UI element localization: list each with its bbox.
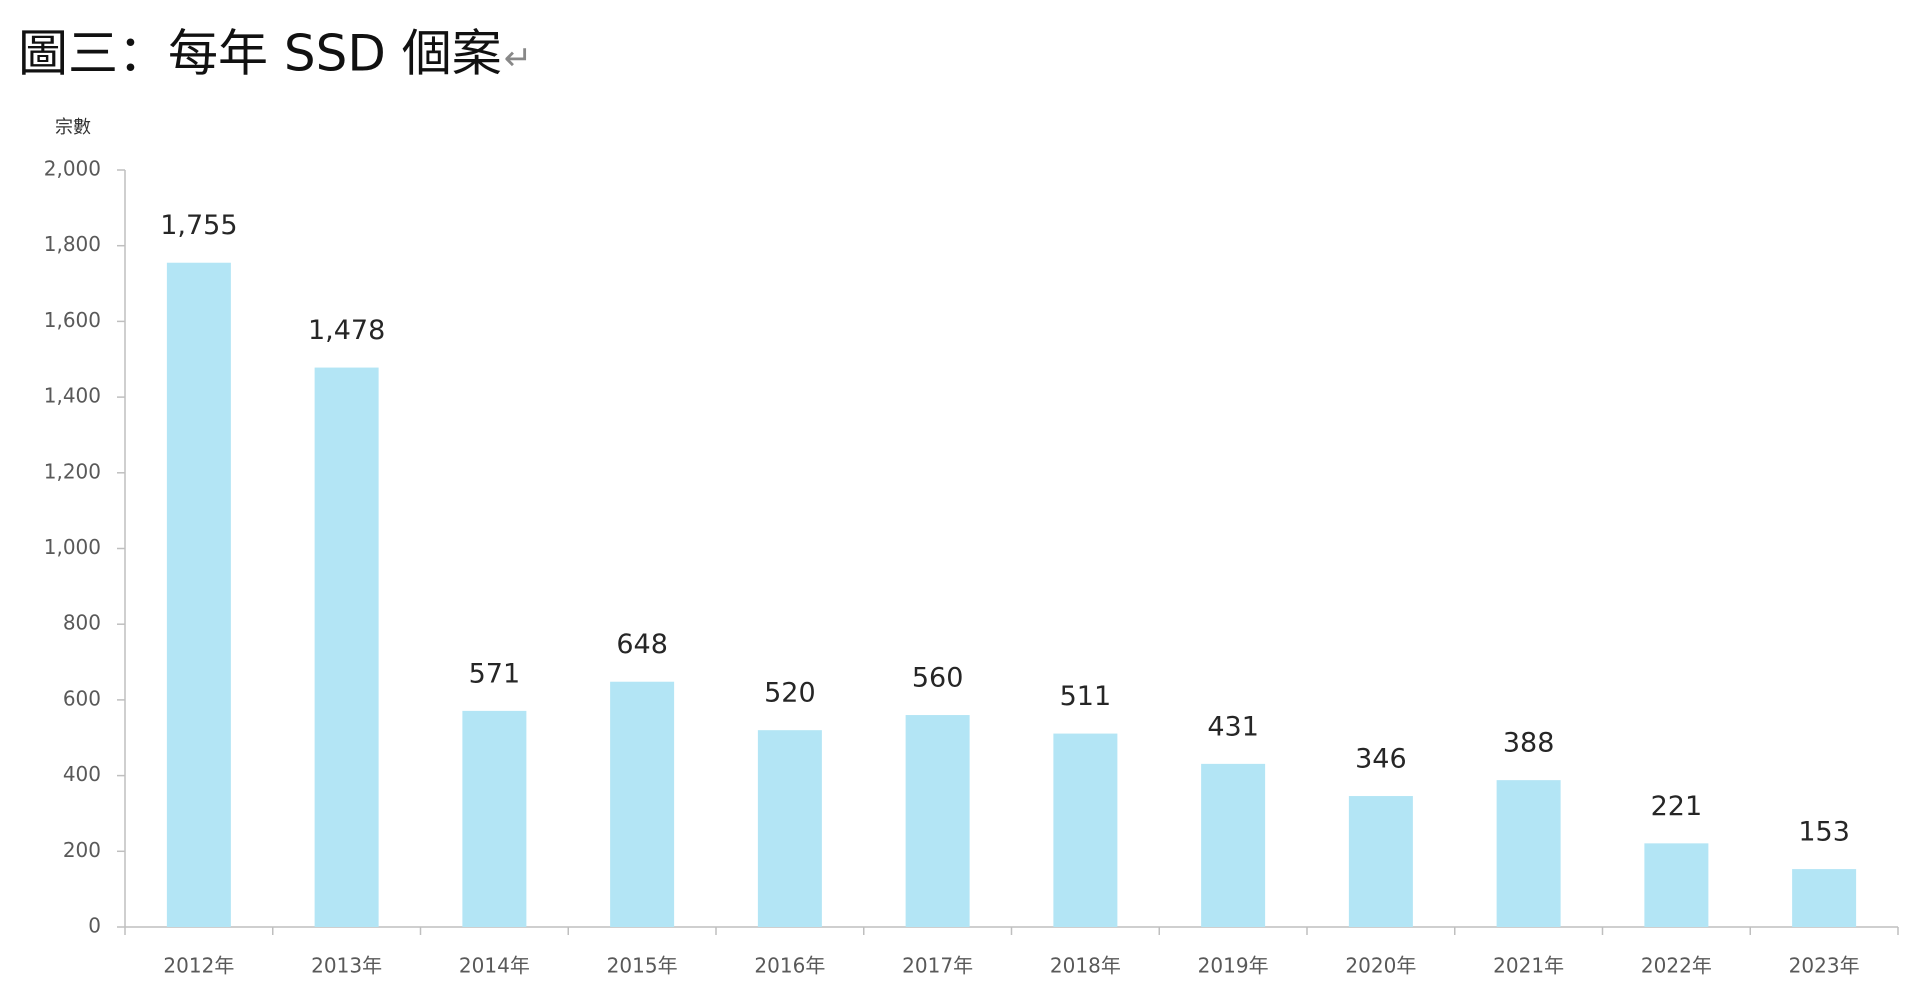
y-tick-label: 0 <box>88 914 101 938</box>
value-label: 431 <box>1207 711 1259 742</box>
value-label: 153 <box>1798 817 1850 848</box>
value-label: 346 <box>1355 744 1407 775</box>
y-tick-label: 1,000 <box>44 535 101 559</box>
bar <box>610 681 675 927</box>
value-label: 221 <box>1651 791 1703 822</box>
y-tick-label: 400 <box>63 762 101 786</box>
x-tick-label: 2014年 <box>459 954 530 978</box>
value-label: 388 <box>1503 728 1555 759</box>
bar <box>462 710 527 927</box>
bar <box>314 367 379 927</box>
y-axis-label: 宗數 <box>55 117 91 138</box>
value-label: 1,755 <box>160 210 237 241</box>
x-tick-label: 2018年 <box>1050 954 1121 978</box>
bar <box>1792 869 1857 927</box>
value-label: 511 <box>1060 681 1112 712</box>
bar <box>757 730 822 927</box>
bar <box>905 715 970 927</box>
y-tick-label: 1,200 <box>44 459 101 483</box>
x-tick-label: 2017年 <box>902 954 973 978</box>
bar <box>166 262 231 927</box>
bar <box>1053 733 1118 927</box>
bar <box>1644 843 1709 927</box>
bar <box>1201 763 1266 927</box>
x-tick-label: 2022年 <box>1641 954 1712 978</box>
chart-title: 圖三：每年 SSD 個案 <box>18 25 502 83</box>
value-label: 571 <box>469 658 521 689</box>
value-label: 1,478 <box>308 315 385 346</box>
x-tick-label: 2016年 <box>754 954 825 978</box>
y-tick-label: 1,600 <box>44 308 101 332</box>
x-tick-label: 2015年 <box>607 954 678 978</box>
bar <box>1496 780 1561 927</box>
x-tick-label: 2020年 <box>1345 954 1416 978</box>
y-tick-label: 1,800 <box>44 232 101 256</box>
x-tick-label: 2023年 <box>1789 954 1860 978</box>
value-label: 648 <box>616 629 668 660</box>
value-label: 560 <box>912 663 964 694</box>
y-tick-label: 600 <box>63 686 101 710</box>
value-label: 520 <box>764 678 816 709</box>
y-tick-label: 2,000 <box>44 157 101 181</box>
paragraph-mark: ↵ <box>504 39 533 79</box>
x-tick-label: 2012年 <box>163 954 234 978</box>
x-tick-label: 2013年 <box>311 954 382 978</box>
x-tick-label: 2019年 <box>1198 954 1269 978</box>
bar <box>1348 796 1413 927</box>
y-tick-label: 800 <box>63 611 101 635</box>
y-tick-label: 200 <box>63 838 101 862</box>
y-tick-label: 1,400 <box>44 384 101 408</box>
x-tick-label: 2021年 <box>1493 954 1564 978</box>
